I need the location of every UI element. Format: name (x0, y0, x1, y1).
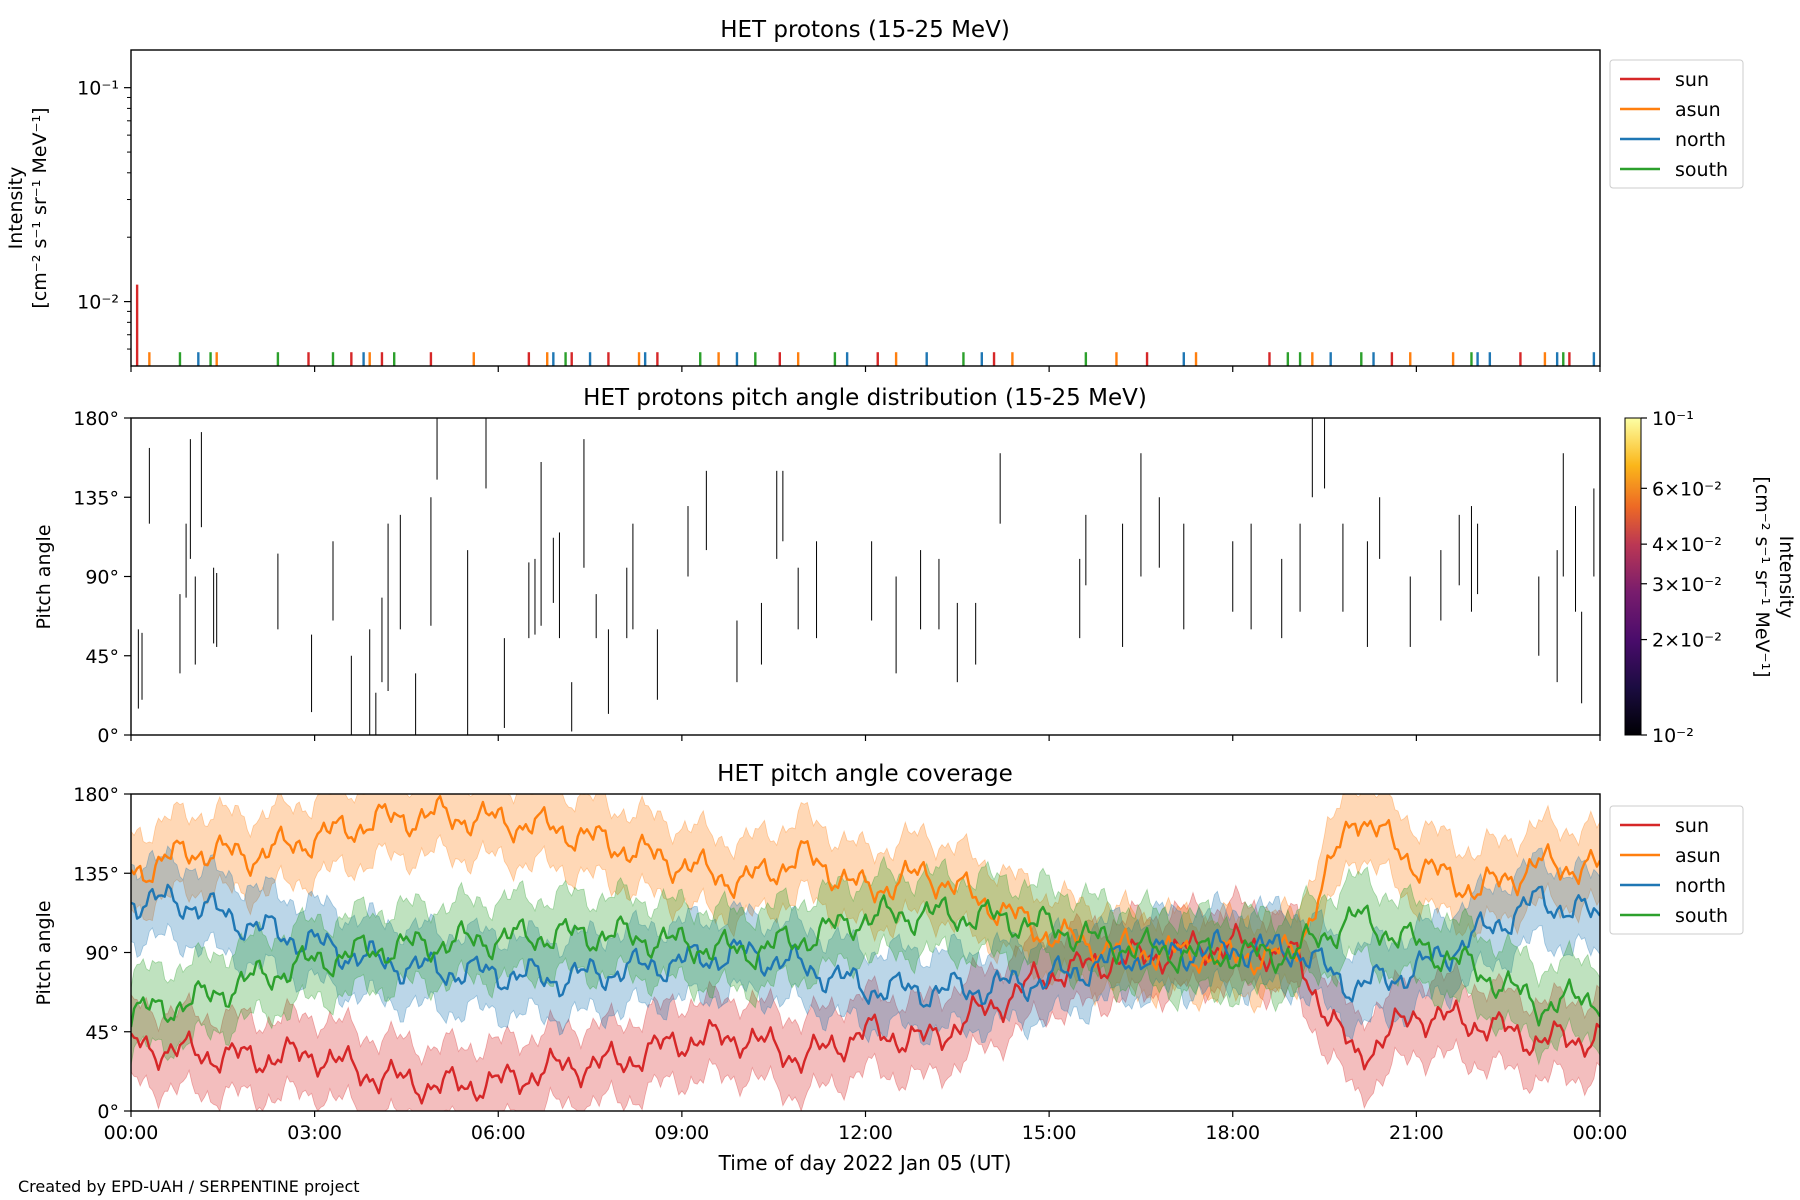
legend-label-south: south (1675, 905, 1728, 927)
colorbar (1624, 417, 1642, 736)
intensity-ylabel-line1: Intensity (5, 167, 27, 250)
coverage-y-ticks: 0° 45° 90° 135° 180° (73, 784, 131, 1123)
pad-segments (137, 418, 1595, 735)
y-tick-label: 0° (97, 1101, 119, 1123)
intensity-ylabel: Intensity [cm⁻² s⁻¹ sr⁻¹ MeV⁻¹] (5, 107, 51, 308)
pad-title: HET protons pitch angle distribution (15… (583, 385, 1147, 411)
colorbar-tick-label: 10⁻¹ (1652, 408, 1694, 430)
intensity-title: HET protons (15-25 MeV) (720, 17, 1010, 43)
coverage-band-south (131, 855, 1600, 1066)
colorbar-label-line2: [cm⁻² s⁻¹ sr⁻¹ MeV⁻¹] (1751, 476, 1773, 677)
coverage-lines (131, 795, 1600, 1105)
coverage-line-south (131, 894, 1600, 1028)
y-tick-label: 10⁻¹ (77, 78, 119, 100)
x-tick-label: 03:00 (287, 1122, 342, 1144)
intensity-ylabel-line2: [cm⁻² s⁻¹ sr⁻¹ MeV⁻¹] (29, 107, 51, 308)
coverage-ylabel: Pitch angle (33, 900, 55, 1005)
legend-label-sun: sun (1675, 69, 1709, 91)
coverage-band-north (131, 845, 1600, 1046)
x-axis-label: Time of day 2022 Jan 05 (UT) (718, 1151, 1012, 1175)
legend-label-sun: sun (1675, 815, 1709, 837)
intensity-bars (135, 284, 1596, 366)
colorbar-tick-label: 2×10⁻² (1652, 630, 1722, 652)
x-tick-label: 21:00 (1389, 1122, 1444, 1144)
intensity-legend: sun asun north south (1609, 59, 1744, 189)
y-tick-label: 45° (85, 1022, 119, 1044)
legend-label-asun: asun (1675, 99, 1721, 121)
colorbar-label: Intensity [cm⁻² s⁻¹ sr⁻¹ MeV⁻¹] (1751, 476, 1797, 677)
x-tick-label: 18:00 (1205, 1122, 1260, 1144)
coverage-title: HET pitch angle coverage (717, 761, 1013, 787)
x-tick-label: 12:00 (838, 1122, 893, 1144)
intensity-axes-frame (130, 49, 1601, 367)
y-tick-label: 90° (85, 943, 119, 965)
coverage-band-asun (131, 794, 1600, 1014)
legend-label-north: north (1675, 875, 1726, 897)
x-tick-label: 09:00 (654, 1122, 709, 1144)
y-tick-label: 180° (73, 784, 119, 806)
pad-panel: HET protons pitch angle distribution (15… (33, 385, 1797, 747)
pad-x-ticks (130, 735, 1601, 741)
legend-label-asun: asun (1675, 845, 1721, 867)
pad-ylabel: Pitch angle (33, 524, 55, 629)
coverage-line-sun (131, 923, 1600, 1105)
intensity-y-ticks: 10⁻² 10⁻¹ (77, 78, 131, 350)
colorbar-tick-label: 3×10⁻² (1652, 574, 1722, 596)
coverage-panel: HET pitch angle coverage Pitch angle 0° 4… (33, 761, 1744, 1144)
legend-label-south: south (1675, 159, 1728, 181)
y-tick-label: 10⁻² (77, 292, 119, 314)
legend-box (1609, 805, 1744, 935)
intensity-panel: HET protons (15-25 MeV) Intensity [cm⁻² … (5, 17, 1744, 372)
y-tick-label: 0° (97, 725, 119, 747)
x-tick-label: 00:00 (104, 1122, 159, 1144)
intensity-x-ticks (130, 366, 1601, 372)
colorbar-tick-label: 6×10⁻² (1652, 478, 1722, 500)
y-tick-label: 135° (73, 863, 119, 885)
x-tick-label: 15:00 (1022, 1122, 1077, 1144)
y-tick-label: 90° (85, 567, 119, 589)
legend-box (1609, 59, 1744, 189)
x-tick-label: 06:00 (471, 1122, 526, 1144)
y-tick-label: 45° (85, 646, 119, 668)
legend-label-north: north (1675, 129, 1726, 151)
colorbar-label-line1: Intensity (1775, 536, 1797, 619)
x-tick-label: 00:00 (1573, 1122, 1628, 1144)
y-tick-label: 180° (73, 408, 119, 430)
colorbar-tick-label: 4×10⁻² (1652, 534, 1722, 556)
colorbar-tick-label: 10⁻² (1652, 725, 1694, 747)
colorbar-ticks: 10⁻² 2×10⁻² 3×10⁻² 4×10⁻² 6×10⁻² 10⁻¹ (1641, 408, 1722, 747)
pad-y-ticks: 0° 45° 90° 135° 180° (73, 408, 131, 747)
coverage-x-ticks: 00:00 03:00 06:00 09:00 12:00 15:00 18:00 21:00… (104, 1111, 1628, 1144)
coverage-line-asun (131, 795, 1600, 976)
coverage-legend: sun asun north south (1609, 805, 1744, 935)
y-tick-label: 135° (73, 487, 119, 509)
footer-credit: Created by EPD-UAH / SERPENTINE project (18, 1177, 360, 1196)
